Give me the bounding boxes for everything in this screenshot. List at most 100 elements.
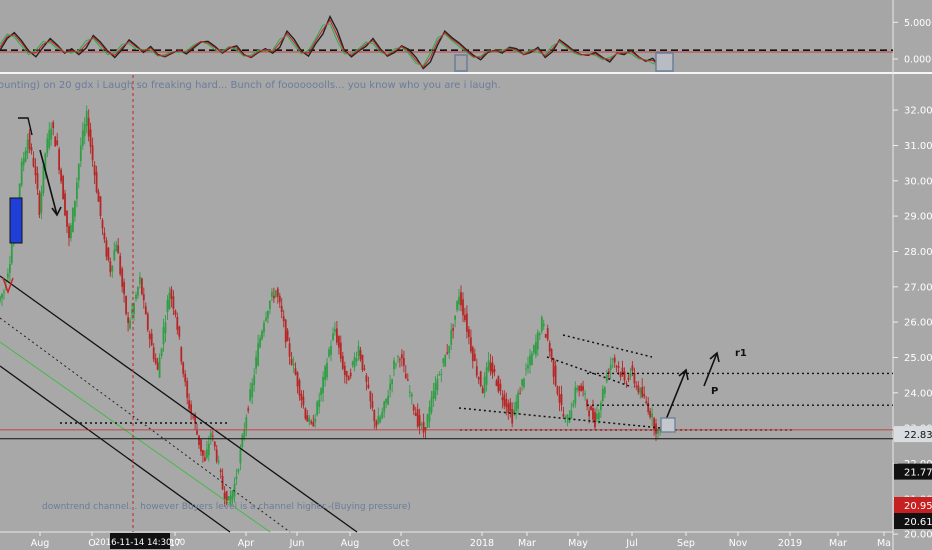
wedge-line-top — [562, 334, 653, 358]
candle-body — [568, 416, 571, 423]
candle-body — [655, 423, 657, 434]
candle-body — [259, 338, 261, 348]
candle-body — [544, 334, 547, 338]
candle-body — [7, 273, 9, 278]
candle-body — [596, 413, 598, 420]
candle-body — [519, 393, 521, 395]
candle-body — [456, 301, 458, 310]
candle-body — [286, 330, 289, 341]
candle-body — [367, 384, 370, 388]
candle-body — [564, 421, 567, 423]
candle-body — [54, 136, 57, 147]
candle-body — [432, 391, 435, 399]
x-tick-label: Ma — [877, 538, 891, 549]
candle-body — [144, 306, 147, 315]
candle-body — [562, 414, 565, 417]
candle-body — [452, 328, 454, 331]
candle-body — [200, 439, 202, 452]
candle-body — [257, 343, 259, 366]
price-label-box — [894, 497, 932, 513]
candle-body — [442, 358, 445, 364]
candle-body — [377, 416, 380, 425]
candle-body — [332, 333, 334, 340]
candle-body — [44, 153, 47, 171]
candle-body — [239, 449, 242, 464]
candle-body — [213, 441, 216, 447]
candle-body — [300, 394, 303, 400]
annotation-channel: downtrend channel... however Buyers leve… — [42, 502, 411, 512]
candle-body — [211, 435, 214, 437]
oscillator-series-line — [0, 23, 661, 67]
candle-body — [485, 367, 488, 385]
candle-body — [158, 357, 161, 378]
candle-body — [430, 397, 433, 413]
candle-body — [324, 366, 326, 380]
candle-body — [477, 377, 480, 380]
candle-body — [483, 376, 486, 394]
candle-body — [142, 294, 145, 301]
candle-body — [529, 355, 531, 365]
candle-body — [123, 282, 125, 295]
candle-body — [176, 317, 179, 330]
candle-body — [233, 483, 236, 497]
candle-body — [131, 310, 133, 314]
price-label-box — [894, 513, 932, 529]
crosshair-time-box — [110, 533, 170, 549]
candle-body — [570, 410, 573, 419]
candle-body — [338, 336, 340, 348]
arrow-small — [18, 117, 33, 136]
candle-body — [635, 385, 638, 387]
candle-body — [444, 355, 447, 367]
candle-body — [3, 291, 5, 293]
candle-body — [560, 393, 563, 405]
candle-body — [164, 322, 167, 334]
x-tick-label: 17 — [169, 538, 181, 549]
level-label-r1: r1 — [735, 348, 747, 359]
candle-body — [235, 476, 238, 480]
candle-body — [403, 357, 405, 366]
candle-body — [420, 423, 423, 425]
candle-body — [64, 193, 66, 216]
candle-body — [109, 261, 112, 273]
oscillator-highlight-box — [454, 54, 468, 72]
candle-body — [243, 429, 246, 438]
candle-body — [202, 450, 204, 456]
x-tick-label: May — [568, 538, 588, 549]
candle-body — [416, 409, 419, 427]
candle-body — [30, 147, 33, 151]
candle-body — [594, 412, 596, 428]
candle-body — [330, 345, 332, 355]
candle-body — [645, 401, 648, 403]
candle-body — [119, 255, 122, 275]
candle-body — [639, 388, 642, 394]
candle-body — [446, 352, 449, 354]
candle-body — [284, 319, 287, 343]
candle-body — [600, 402, 602, 410]
candle-body — [204, 457, 206, 461]
x-tick-label: Aug — [31, 538, 50, 549]
candle-body — [491, 362, 494, 374]
candle-body — [152, 347, 155, 360]
candle-body — [576, 388, 579, 390]
candle-body — [623, 371, 626, 381]
candle-body — [263, 322, 265, 333]
candle-body — [601, 388, 604, 401]
candle-body — [24, 151, 27, 162]
candle-body — [468, 329, 470, 337]
candle-body — [156, 362, 159, 370]
x-tick-label: Jul — [625, 538, 637, 549]
price-highlight-box — [660, 417, 676, 433]
candle-body — [312, 422, 315, 427]
candle-body — [450, 330, 453, 345]
candle-body — [603, 387, 606, 394]
arrow-down — [39, 149, 58, 216]
candle-body — [28, 132, 31, 149]
candle-body — [148, 333, 151, 340]
candle-body — [121, 268, 124, 287]
candle-body — [497, 376, 500, 392]
candle-body — [440, 374, 443, 376]
